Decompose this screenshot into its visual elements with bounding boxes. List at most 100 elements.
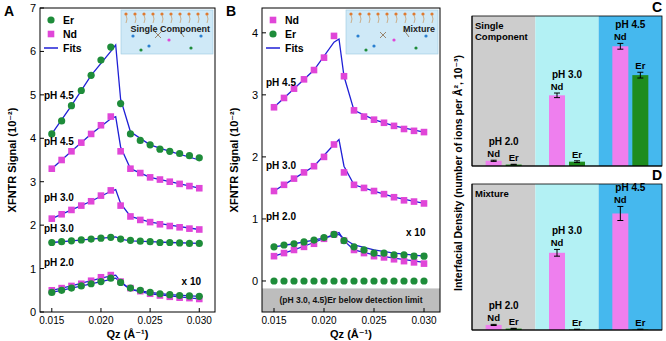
- error-bar: [617, 206, 623, 220]
- ph-region: [472, 16, 535, 166]
- region-title: Mixture: [475, 188, 509, 199]
- data-point: [401, 126, 408, 133]
- data-point: [280, 277, 287, 284]
- panel-label: C: [652, 0, 662, 15]
- data-point: [270, 243, 277, 250]
- data-point: [58, 157, 65, 164]
- inset-tail: [189, 15, 190, 23]
- bar-label: Nd: [614, 31, 627, 42]
- data-point: [421, 129, 428, 136]
- data-point: [68, 207, 75, 214]
- data-point: [58, 211, 65, 218]
- annotation: pH 3.0: [44, 192, 74, 203]
- inset-tail: [126, 15, 127, 23]
- data-point: [350, 277, 357, 284]
- error-bar: [554, 249, 560, 256]
- plot-frame: [472, 16, 662, 166]
- data-point: [88, 198, 95, 205]
- inset-label: Single Component: [131, 24, 211, 34]
- data-point: [48, 289, 55, 296]
- data-point: [137, 287, 144, 294]
- data-point: [147, 219, 154, 226]
- legend-label: Er: [63, 14, 74, 26]
- data-point: [48, 165, 55, 172]
- ph-region: [535, 184, 598, 330]
- legend-label: Nd: [285, 14, 299, 26]
- inset-ion: [189, 46, 192, 49]
- data-point: [68, 285, 75, 292]
- annotation: pH 3.0: [266, 160, 296, 171]
- x-tick: [100, 308, 101, 312]
- inset-frame: [346, 10, 438, 54]
- data-point: [137, 170, 144, 177]
- ph-region: [535, 16, 598, 166]
- data-point: [117, 148, 124, 155]
- bar-label: Nd: [487, 312, 500, 323]
- data-point: [147, 141, 154, 148]
- inset-tail: [207, 15, 208, 23]
- data-point: [380, 277, 387, 284]
- inset-ion: [356, 34, 359, 37]
- fit-line: [52, 117, 199, 189]
- data-point: [401, 258, 408, 265]
- inset-tail: [180, 15, 181, 23]
- data-point: [88, 280, 95, 287]
- x-axis-label: Qz (Å⁻¹): [330, 328, 372, 340]
- data-point: [117, 100, 124, 107]
- data-point: [331, 141, 338, 148]
- data-point: [271, 104, 278, 111]
- inset-ion: [199, 34, 202, 37]
- inset-tail: [351, 15, 352, 23]
- data-point: [381, 191, 388, 198]
- y-tick-label: 3: [252, 89, 258, 101]
- y-axis-label: XFNTR Signal (10⁻²): [228, 107, 240, 212]
- x-tick-label: 0.020: [311, 315, 336, 326]
- data-point: [341, 237, 348, 244]
- y-tick: [262, 32, 266, 33]
- error-bar: [617, 43, 623, 49]
- error-bar: [574, 161, 580, 163]
- data-point: [78, 236, 85, 243]
- data-point: [270, 277, 277, 284]
- data-point: [186, 152, 193, 159]
- data-point: [166, 239, 173, 246]
- category-label: pH 4.5: [615, 19, 645, 30]
- inset-ion: [392, 38, 395, 41]
- data-point: [391, 194, 398, 201]
- annotation: pH 2.0: [44, 257, 74, 268]
- data-point: [196, 240, 203, 247]
- y-tick-label: 1: [252, 213, 258, 225]
- data-point: [290, 277, 297, 284]
- inset-ion: [364, 48, 367, 51]
- data-point: [420, 277, 427, 284]
- bar-label: Er: [572, 149, 582, 160]
- plot-area: [486, 206, 649, 330]
- fit-line: [52, 275, 199, 299]
- data-point: [166, 148, 173, 155]
- data-point: [186, 225, 193, 232]
- error-bar: [637, 72, 643, 78]
- x-tick-label: 0.015: [261, 315, 286, 326]
- figure: 012345670.0150.0200.0250.030Qz (Å⁻¹)XFNT…: [0, 0, 666, 341]
- y-tick-label: 0: [30, 306, 36, 318]
- data-point: [176, 239, 183, 246]
- fit-line: [274, 140, 424, 204]
- inset-frame: [121, 10, 213, 54]
- x-tick: [424, 308, 425, 312]
- plot-area: [262, 33, 440, 312]
- data-point: [421, 260, 428, 267]
- data-point: [400, 277, 407, 284]
- annotation: pH 4.5: [44, 90, 74, 101]
- legend-label: Er: [285, 28, 296, 40]
- legend-swatch: [266, 47, 280, 49]
- bar-label: Er: [635, 60, 645, 71]
- data-point: [321, 154, 328, 161]
- data-point: [311, 163, 318, 170]
- data-point: [290, 240, 297, 247]
- y-tick: [262, 156, 266, 157]
- data-point: [68, 102, 75, 109]
- category-label: pH 2.0: [489, 136, 519, 147]
- bar: [612, 46, 628, 166]
- panel-label: B: [226, 3, 236, 19]
- y-tick-label: 2: [252, 151, 258, 163]
